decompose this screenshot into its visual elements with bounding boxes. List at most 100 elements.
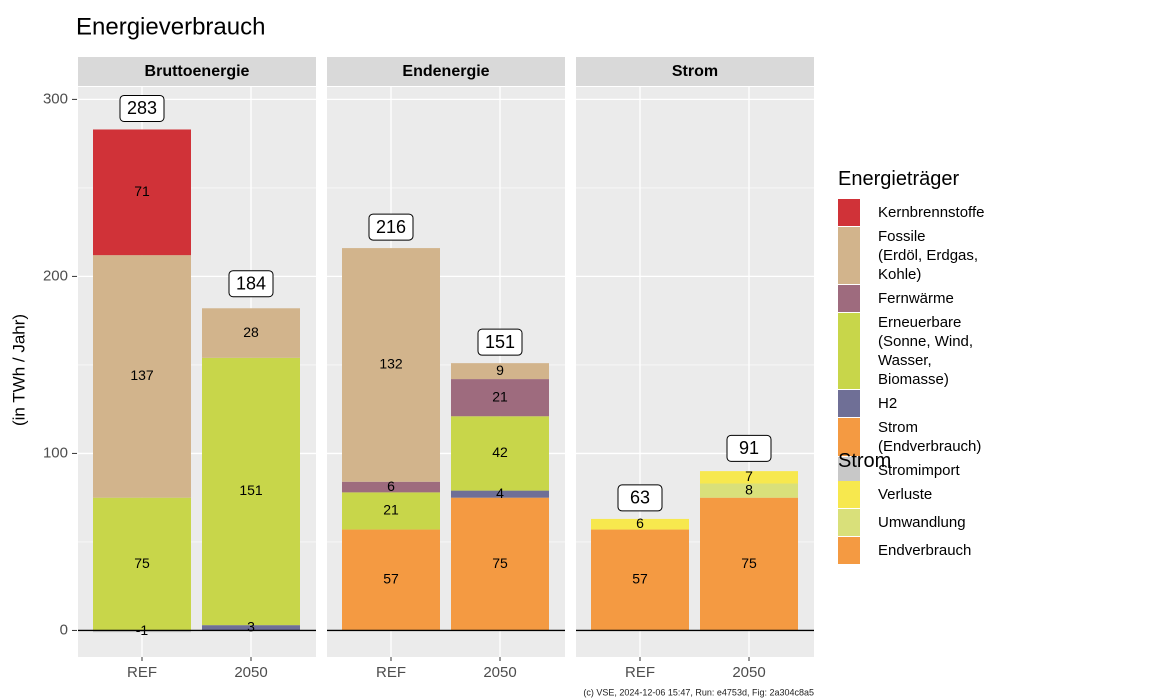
legend: Energieträger Kernbrennstoffe Fossile (Erd… (838, 168, 984, 485)
value-label: 9 (496, 362, 504, 378)
strip (327, 57, 565, 86)
total-label: 151 (485, 332, 515, 352)
bar-segment (342, 492, 440, 530)
value-label: 151 (239, 482, 263, 498)
bar-segment (451, 497, 549, 631)
bar-segment (700, 471, 798, 484)
total-box (726, 434, 772, 462)
y-axis-label: (in TWh / Jahr) (9, 314, 28, 426)
bar-segment (700, 497, 798, 631)
legend-item: Endverbrauch (838, 537, 971, 564)
value-label: 71 (134, 183, 150, 199)
facet-title: Endenergie (402, 63, 489, 80)
value-label: 6 (636, 515, 644, 531)
value-label: 75 (741, 555, 757, 571)
value-label: 75 (134, 555, 150, 571)
bar-segment (202, 357, 300, 626)
value-label: 137 (130, 367, 154, 383)
x-tick-label: 2050 (234, 664, 267, 681)
legend-item: Fernwärme (838, 285, 984, 312)
legend-key (838, 199, 860, 226)
total-box (119, 94, 165, 122)
facet-title: Strom (672, 63, 718, 80)
total-label: 91 (739, 438, 759, 458)
value-label: 42 (492, 444, 508, 460)
total-label: 184 (236, 273, 266, 293)
legend-label: Erneuerbare (Sonne, Wind, Wasser, Biomas… (878, 314, 974, 388)
value-label: 21 (492, 388, 508, 404)
legend-label: Fernwärme (878, 290, 954, 307)
x-tick-label: 2050 (483, 664, 516, 681)
x-tick-label: REF (376, 664, 406, 681)
value-label: 28 (243, 324, 259, 340)
value-label: 75 (492, 555, 508, 571)
bar-segment (93, 497, 191, 631)
total-box (617, 484, 663, 512)
bar-segment (451, 416, 549, 491)
bar-segment (342, 529, 440, 631)
legend-item: Fossile (Erdöl, Erdgas, Kohle) (838, 227, 984, 284)
legend-item: Umwandlung (838, 509, 971, 536)
bar-segment (202, 625, 300, 631)
facet-title: Bruttoenergie (145, 63, 250, 80)
bar-segment (93, 129, 191, 256)
y-tick-label: 0 (60, 621, 68, 638)
total-box (228, 270, 274, 298)
chart-title: Energieverbrauch (76, 13, 265, 40)
legend-key (838, 390, 860, 417)
y-tick-label: 100 (43, 444, 68, 461)
bar-segment (451, 490, 549, 498)
legend-title: Energieträger (838, 168, 960, 190)
y-tick-label: 200 (43, 267, 68, 284)
legend-key (838, 457, 860, 484)
total-box (368, 213, 414, 241)
legend-item: Verluste (838, 481, 971, 508)
bar-segment (342, 481, 440, 493)
legend-key (838, 481, 860, 508)
legend-key (838, 509, 860, 536)
bar-segment (451, 379, 549, 417)
strip (78, 57, 316, 86)
bar-segment (202, 308, 300, 358)
legend-label: Stromimport (878, 462, 960, 479)
x-tick-label: REF (625, 664, 655, 681)
legend-label: Verluste (878, 486, 933, 503)
bar-segment (591, 518, 689, 530)
legend-item: H2 (838, 390, 984, 417)
legend-key (838, 418, 860, 456)
total-box (477, 328, 523, 356)
bar-segment (93, 255, 191, 498)
legend-key (838, 537, 860, 564)
value-label: 57 (383, 571, 399, 587)
legend-label: Strom (Endverbrauch) (878, 419, 982, 455)
legend-key (838, 313, 860, 389)
value-label: 132 (379, 356, 403, 372)
legend-label: Fossile (Erdöl, Erdgas, Kohle) (878, 228, 979, 283)
legend-item: Strom (Endverbrauch) (838, 418, 984, 456)
bar-segment (700, 483, 798, 498)
legend-item: Stromimport (838, 457, 984, 484)
legend-title: Strom (838, 450, 892, 472)
bar-segment (342, 248, 440, 482)
y-tick-label: 300 (43, 90, 68, 107)
value-label: 6 (387, 478, 395, 494)
bar-segment (93, 630, 191, 633)
strip (576, 57, 814, 86)
value-label: 3 (247, 618, 255, 634)
value-label: 4 (496, 485, 504, 501)
legend-item: Kernbrennstoffe (838, 199, 984, 226)
caption: (c) VSE, 2024-12-06 15:47, Run: e4753d, … (583, 687, 814, 697)
legend-key (838, 227, 860, 284)
value-label: 57 (632, 571, 648, 587)
legend-label: Kernbrennstoffe (878, 204, 985, 221)
x-tick-label: REF (127, 664, 157, 681)
legend-label: H2 (878, 395, 898, 412)
legend-label: Endverbrauch (878, 542, 972, 559)
value-label: 8 (745, 481, 753, 497)
bar-segment (451, 363, 549, 380)
value-label: 7 (745, 468, 753, 484)
bar-segment (591, 529, 689, 631)
total-label: 283 (127, 98, 157, 118)
total-label: 216 (376, 217, 406, 237)
